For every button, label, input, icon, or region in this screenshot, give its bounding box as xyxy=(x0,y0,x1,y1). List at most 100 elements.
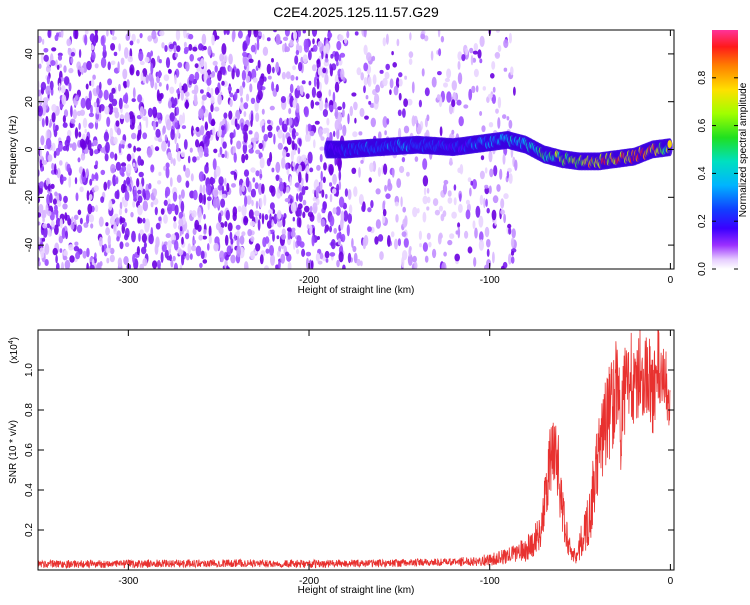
spectrogram-noise-blob xyxy=(195,245,202,257)
spectrogram-noise-blob xyxy=(307,123,312,132)
spectrogram-noise-blob xyxy=(377,234,384,242)
spectrogram-noise-blob xyxy=(295,76,299,81)
spectrogram-noise-blob xyxy=(119,114,125,120)
spectrogram-noise-blob xyxy=(287,261,292,269)
spectrogram-noise-blob xyxy=(38,203,44,214)
spectrogram-noise-blob xyxy=(229,99,233,108)
spectrogram-noise-blob xyxy=(239,235,245,245)
spectrogram-noise-blob xyxy=(426,114,430,122)
spectrogram-noise-blob xyxy=(224,234,229,246)
spectrogram-noise-blob xyxy=(165,186,171,197)
spectrogram-noise-blob xyxy=(254,131,260,142)
spectrogram-noise-blob xyxy=(304,106,309,118)
spectrogram-noise-blob xyxy=(495,30,500,33)
spectrogram-noise-blob xyxy=(174,122,178,129)
spectrogram-noise-blob xyxy=(508,227,512,235)
spectrogram-noise-blob xyxy=(297,147,301,155)
spectrogram-noise-blob xyxy=(70,118,76,124)
spectrogram-noise-blob xyxy=(185,180,190,188)
spectrogram-noise-blob xyxy=(183,41,187,48)
spectrogram-noise-blob xyxy=(166,83,169,91)
spectrogram-noise-blob xyxy=(229,92,234,98)
spectrogram-noise-blob xyxy=(210,95,215,104)
spectrogram-noise-blob xyxy=(402,250,408,261)
spectrogram-noise-blob xyxy=(88,112,94,118)
spectrogram-noise-blob xyxy=(109,127,114,139)
spectrogram-noise-blob xyxy=(140,72,144,83)
spectrogram-noise-blob xyxy=(248,130,253,135)
spectrogram-noise-blob xyxy=(293,30,298,41)
spectrogram-noise-blob xyxy=(179,82,182,92)
spectrogram-noise-blob xyxy=(259,157,265,169)
spectrogram-noise-blob xyxy=(219,53,225,62)
spectrogram-noise-blob xyxy=(95,204,99,212)
spectrogram-noise-blob xyxy=(240,97,243,103)
spectrogram-noise-blob xyxy=(152,106,157,115)
spectrogram-noise-blob xyxy=(402,218,408,228)
spectrogram-noise-blob xyxy=(168,69,172,74)
spectrogram-noise-blob xyxy=(90,104,93,115)
spectrogram-noise-blob xyxy=(394,201,399,207)
spectrogram-noise-blob xyxy=(143,242,147,249)
spectrogram-noise-blob xyxy=(152,260,158,269)
spectrogram-noise-blob xyxy=(70,57,74,64)
spectrogram-noise-blob xyxy=(458,203,463,213)
spectrogram-noise-blob xyxy=(467,177,472,183)
spectrogram-noise-blob xyxy=(430,50,434,61)
spectrogram-noise-blob xyxy=(454,253,461,262)
spectrogram-noise-blob xyxy=(329,193,333,203)
spectrogram-noise-blob xyxy=(188,33,194,40)
spectrogram-noise-blob xyxy=(73,219,77,225)
spectrogram-noise-blob xyxy=(228,110,233,120)
spectrogram-noise-blob xyxy=(272,66,275,74)
spectrogram-noise-blob xyxy=(421,68,425,77)
spectrogram-noise-blob xyxy=(281,71,286,80)
spectrogram-noise-blob xyxy=(55,217,61,227)
spectrogram-noise-blob xyxy=(192,46,198,52)
spectrogram-noise-blob xyxy=(125,176,131,185)
spectrogram-noise-blob xyxy=(110,60,116,66)
spectrogram-noise-blob xyxy=(88,214,95,223)
spectrogram-noise-blob xyxy=(224,221,228,228)
y-tick-label: -40 xyxy=(24,237,35,252)
spectrogram-noise-blob xyxy=(316,212,322,223)
spectrogram-noise-blob xyxy=(45,203,49,214)
spectrogram-noise-blob xyxy=(78,49,82,58)
spectrogram-noise-blob xyxy=(124,242,130,248)
spectrogram-noise-blob xyxy=(287,95,290,105)
spectrogram-noise-blob xyxy=(403,125,410,134)
spectrogram-noise-blob xyxy=(123,104,129,109)
spectrogram-noise-blob xyxy=(426,196,431,204)
spectrogram-noise-blob xyxy=(85,98,92,110)
spectrogram-noise-blob xyxy=(39,181,45,189)
spectrogram-noise-blob xyxy=(204,61,208,72)
spectrogram-noise-blob xyxy=(289,83,294,94)
spectrogram-noise-blob xyxy=(247,228,253,237)
spectrogram-noise-blob xyxy=(118,143,122,154)
spectrogram-noise-blob xyxy=(298,164,302,174)
spectrogram-noise-blob xyxy=(167,240,172,250)
spectrogram-noise-blob xyxy=(228,53,233,65)
spectrogram-noise-blob xyxy=(108,92,114,103)
spectrogram-noise-blob xyxy=(302,54,308,64)
spectrogram-noise-blob xyxy=(319,146,325,151)
spectrogram-noise-blob xyxy=(137,189,142,195)
spectrogram-noise-blob xyxy=(500,198,505,209)
spectrogram-noise-blob xyxy=(47,183,51,192)
spectrogram-noise-blob xyxy=(76,61,82,70)
spectrogram-noise-blob xyxy=(214,87,220,95)
spectrogram-noise-blob xyxy=(207,199,210,211)
spectrogram-noise-blob xyxy=(86,247,90,258)
spectrogram-noise-blob xyxy=(284,198,291,203)
spectrogram-noise-blob xyxy=(202,235,208,240)
spectrogram-noise-blob xyxy=(232,30,236,40)
spectrogram-noise-blob xyxy=(470,180,474,186)
spectrogram-noise-blob xyxy=(184,91,190,97)
spectrogram-noise-blob xyxy=(137,132,142,141)
spectrogram-noise-blob xyxy=(70,51,75,57)
spectrogram-noise-blob xyxy=(456,99,462,106)
spectrogram-noise-blob xyxy=(52,247,58,256)
spectrogram-noise-blob xyxy=(348,204,353,215)
spectrogram-noise-blob xyxy=(485,198,488,207)
spectrogram-noise-blob xyxy=(174,133,177,145)
